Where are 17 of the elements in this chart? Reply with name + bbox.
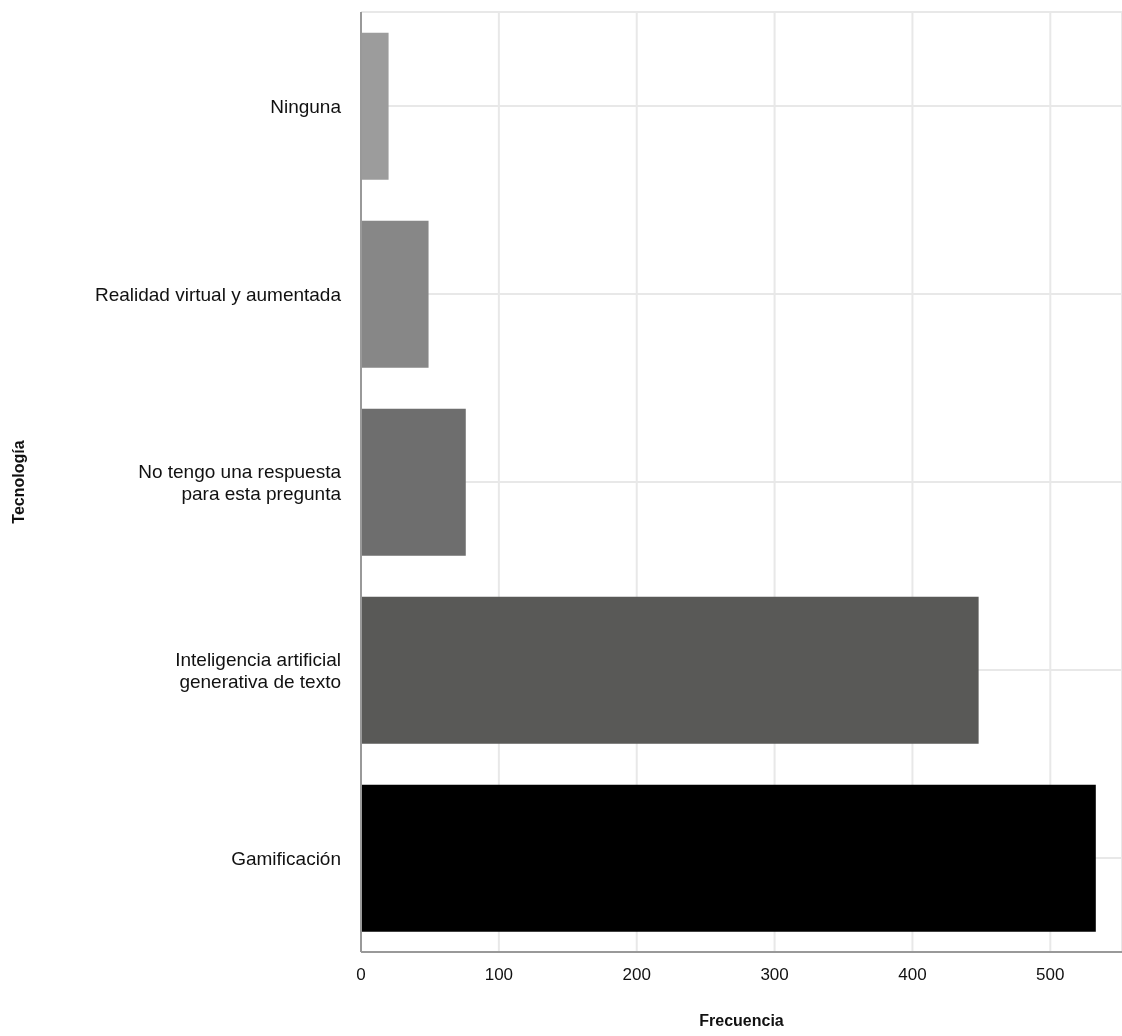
y-tick-label: Realidad virtual y aumentada: [94, 283, 342, 305]
y-tick-label: Inteligencia artificial generativa de texto: [175, 648, 341, 692]
x-tick-label: 200: [622, 965, 651, 985]
x-tick-label: 0: [356, 965, 366, 985]
bar: [361, 220, 429, 368]
bar: [361, 408, 466, 556]
x-tick-label: 500: [1036, 965, 1065, 985]
x-axis-title: Frecuencia: [699, 1012, 784, 1029]
y-tick-label: No tengo una respuesta para esta pregunta: [138, 460, 342, 504]
bar: [361, 784, 1096, 932]
x-tick-label: 100: [484, 965, 514, 985]
y-tick-label: Ninguna: [270, 95, 342, 117]
bar: [361, 596, 979, 744]
y-axis-title: Tecnología: [9, 440, 27, 524]
x-tick-label: 300: [760, 965, 789, 985]
y-tick-label: Gamificación: [231, 847, 341, 869]
x-tick-label: 400: [898, 965, 927, 985]
